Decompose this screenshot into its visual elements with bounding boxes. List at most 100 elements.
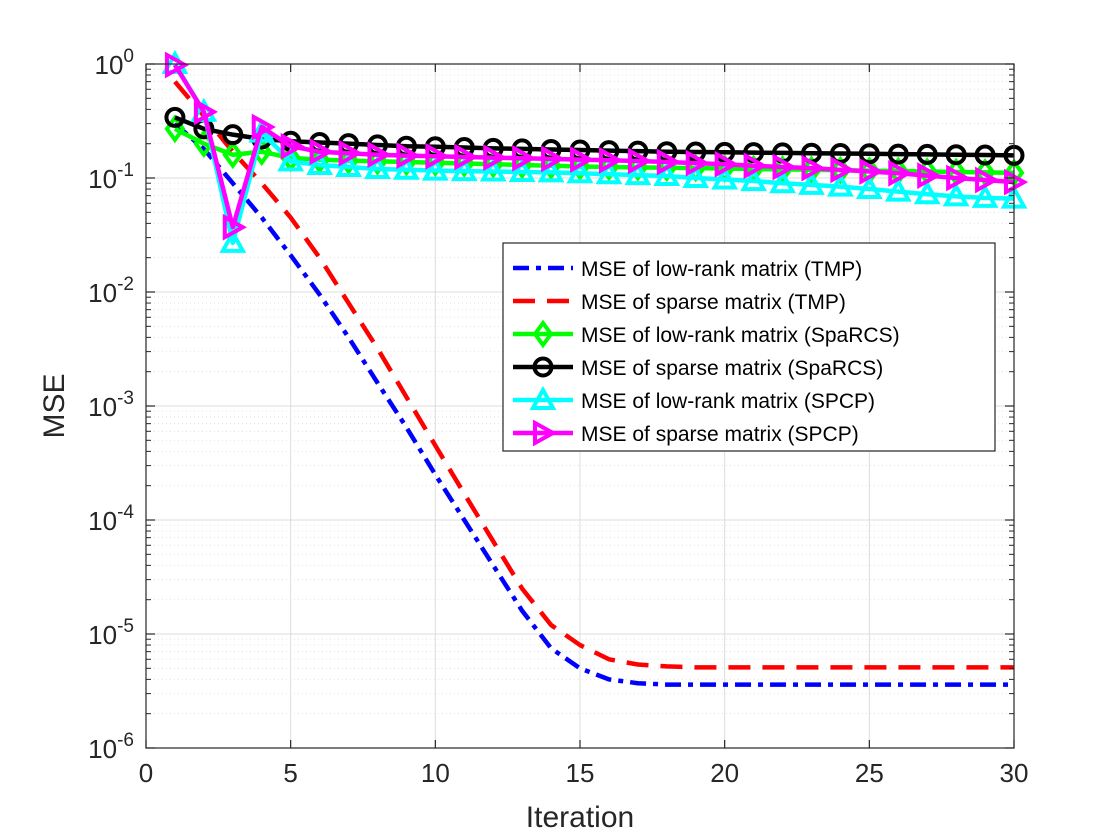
data-point-marker bbox=[393, 155, 420, 180]
data-point-marker bbox=[277, 147, 305, 172]
data-point-marker bbox=[508, 157, 536, 182]
data-point-marker bbox=[425, 142, 450, 170]
legend-label: MSE of low-rank matrix (SPCP) bbox=[581, 390, 875, 413]
legend-entry: MSE of low-rank matrix (SPCP) bbox=[513, 385, 875, 413]
data-point-marker bbox=[529, 385, 557, 410]
legend-label: MSE of low-rank matrix (SpaRCS) bbox=[581, 324, 900, 347]
data-point-marker bbox=[570, 146, 595, 174]
data-point-marker bbox=[222, 124, 244, 146]
series-group bbox=[161, 49, 1028, 253]
legend-entry: MSE of sparse matrix (SpaRCS) bbox=[513, 356, 883, 380]
ticks: 0 5 10 15 20 25 30 10-6 10-5 10-4 10-3 10-2 10-1 100 bbox=[88, 46, 1028, 788]
y-tick-label: 10-4 bbox=[88, 502, 134, 536]
data-point-marker bbox=[740, 166, 767, 192]
series-group bbox=[173, 80, 1014, 670]
data-point-marker bbox=[888, 159, 913, 187]
data-point-marker bbox=[685, 149, 710, 177]
data-point-marker bbox=[421, 156, 449, 181]
data-point-marker bbox=[396, 142, 421, 170]
data-point-marker bbox=[917, 162, 942, 189]
data-point-marker bbox=[367, 141, 392, 169]
data-point-marker bbox=[479, 157, 507, 182]
data-point-marker bbox=[971, 183, 999, 208]
data-point-marker bbox=[454, 143, 479, 171]
x-axis-label: Iteration bbox=[526, 801, 634, 834]
data-point-marker bbox=[769, 169, 796, 194]
data-point-marker bbox=[974, 144, 996, 166]
data-point-marker bbox=[483, 144, 508, 171]
series-line bbox=[173, 63, 1015, 230]
legend: MSE of low-rank matrix (TMP) MSE of spars… bbox=[502, 242, 996, 452]
data-point-marker bbox=[627, 147, 652, 175]
legend-entry: MSE of sparse matrix (TMP) bbox=[513, 291, 846, 314]
x-tick-label: 0 bbox=[139, 758, 153, 788]
series-group bbox=[164, 51, 1029, 241]
data-point-marker bbox=[913, 180, 941, 205]
series-line bbox=[173, 80, 1014, 670]
data-point-marker bbox=[827, 172, 854, 197]
y-tick-label: 10-1 bbox=[88, 160, 134, 194]
x-tick-label: 5 bbox=[283, 758, 297, 788]
x-tick-label: 25 bbox=[855, 758, 884, 788]
y-axis-label: MSE bbox=[38, 373, 71, 438]
data-point-marker bbox=[306, 150, 333, 176]
data-point-marker bbox=[364, 154, 391, 179]
data-point-marker bbox=[682, 163, 710, 188]
data-point-marker bbox=[946, 164, 971, 192]
data-point-marker bbox=[830, 156, 855, 184]
y-tick-label: 10-6 bbox=[88, 730, 134, 764]
series-group bbox=[173, 121, 1014, 687]
data-point-marker bbox=[859, 158, 884, 185]
data-point-marker bbox=[219, 228, 247, 253]
data-point-marker bbox=[887, 143, 909, 165]
legend-label: MSE of sparse matrix (SPCP) bbox=[581, 423, 859, 446]
data-point-marker bbox=[193, 98, 218, 126]
legend-label: MSE of sparse matrix (TMP) bbox=[581, 291, 846, 314]
y-tick-label: 10-5 bbox=[88, 616, 134, 650]
data-point-marker bbox=[884, 177, 912, 202]
data-point-marker bbox=[855, 174, 883, 200]
data-point-marker bbox=[1004, 168, 1029, 196]
data-point-marker bbox=[945, 144, 967, 166]
data-point-marker bbox=[798, 170, 825, 195]
series-line bbox=[173, 121, 1014, 687]
legend-entry: MSE of low-rank matrix (TMP) bbox=[513, 258, 862, 281]
legend-entry: MSE of low-rank matrix (SpaRCS) bbox=[513, 319, 900, 349]
data-point-marker bbox=[164, 106, 186, 128]
x-tick-label: 10 bbox=[421, 758, 450, 788]
y-tick-label: 100 bbox=[95, 46, 135, 80]
data-point-marker bbox=[222, 140, 244, 170]
data-point-marker bbox=[537, 158, 565, 183]
data-point-marker bbox=[532, 319, 554, 349]
data-point-marker bbox=[541, 145, 566, 173]
data-point-marker bbox=[858, 143, 880, 165]
data-point-marker bbox=[801, 154, 826, 182]
legend-label: MSE of sparse matrix (SpaRCS) bbox=[581, 357, 883, 380]
data-point-marker bbox=[533, 419, 558, 447]
legend-box bbox=[502, 242, 996, 452]
data-point-marker bbox=[598, 146, 624, 174]
plot-lines bbox=[161, 49, 1029, 687]
data-point-marker bbox=[222, 213, 247, 241]
data-point-marker bbox=[711, 165, 739, 190]
data-point-marker bbox=[975, 166, 1000, 194]
data-point-marker bbox=[714, 150, 739, 178]
legend-label: MSE of low-rank matrix (TMP) bbox=[581, 258, 862, 281]
data-point-marker bbox=[450, 156, 478, 182]
x-tick-label: 20 bbox=[710, 758, 739, 788]
legend-entry: MSE of sparse matrix (SPCP) bbox=[513, 419, 859, 447]
data-point-marker bbox=[595, 160, 623, 185]
x-tick-label: 15 bbox=[566, 758, 595, 788]
y-tick-label: 10-3 bbox=[88, 388, 134, 422]
data-point-marker bbox=[653, 161, 681, 187]
y-tick-label: 10-2 bbox=[88, 274, 134, 308]
data-point-marker bbox=[916, 143, 938, 165]
data-point-marker bbox=[335, 152, 362, 177]
data-point-marker bbox=[624, 160, 652, 186]
x-tick-label: 30 bbox=[1000, 758, 1029, 788]
data-point-marker bbox=[942, 182, 970, 207]
data-point-marker bbox=[656, 148, 681, 176]
data-point-marker bbox=[532, 356, 554, 378]
data-point-marker bbox=[164, 51, 190, 79]
